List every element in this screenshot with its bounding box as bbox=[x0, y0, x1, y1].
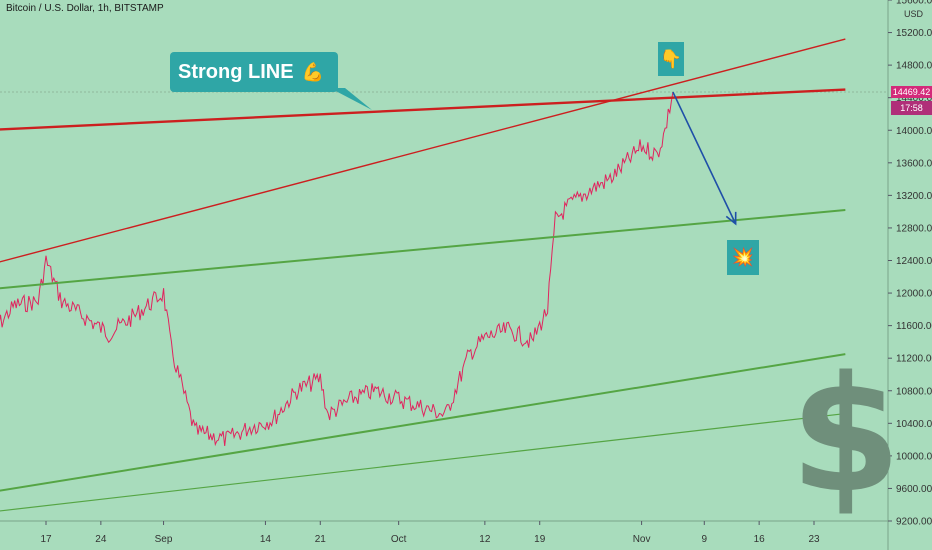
x-tick-label: 19 bbox=[534, 534, 546, 545]
flexed-biceps-icon: 💪 bbox=[301, 61, 324, 82]
chart-title: Bitcoin / U.S. Dollar, 1h, BITSTAMP bbox=[6, 3, 164, 14]
y-tick-label: 14400.00 bbox=[896, 93, 932, 104]
callout-text: Strong LINE bbox=[178, 60, 294, 83]
y-tick-label: 10000.00 bbox=[896, 451, 932, 462]
x-tick-label: 21 bbox=[315, 534, 327, 545]
y-tick-label: 9600.00 bbox=[896, 484, 932, 495]
collision-icon: 💥 bbox=[727, 240, 759, 275]
x-tick-label: 16 bbox=[754, 534, 766, 545]
x-tick-label: 23 bbox=[808, 534, 820, 545]
currency-label: USD bbox=[904, 9, 924, 19]
x-tick-label: 9 bbox=[702, 534, 708, 545]
y-tick-label: 10800.00 bbox=[896, 386, 932, 397]
y-tick-label: 10400.00 bbox=[896, 419, 932, 430]
y-tick-label: 12800.00 bbox=[896, 223, 932, 234]
dollar-watermark: $ bbox=[790, 341, 902, 528]
x-tick-label: Oct bbox=[391, 534, 407, 545]
trend-line-1[interactable] bbox=[0, 88, 846, 131]
y-tick-label: 9200.00 bbox=[896, 517, 932, 528]
x-tick-label: 24 bbox=[95, 534, 107, 545]
trend-line-4[interactable] bbox=[0, 353, 846, 493]
y-tick-label: 11200.00 bbox=[896, 354, 932, 365]
projection-arrow-head bbox=[725, 211, 737, 226]
y-tick-label: 15600.00 bbox=[896, 0, 932, 7]
x-tick-label: 12 bbox=[479, 534, 491, 545]
y-tick-label: 12400.00 bbox=[896, 256, 932, 267]
callout-pointer bbox=[330, 88, 372, 110]
countdown-tag: 17:58 bbox=[891, 101, 932, 115]
last-price-tag: 14469.42 bbox=[891, 86, 932, 98]
trend-line-2[interactable] bbox=[0, 38, 846, 266]
x-tick-label: Sep bbox=[155, 534, 173, 545]
x-tick-label: Nov bbox=[633, 534, 651, 545]
y-tick-label: 15200.00 bbox=[896, 28, 932, 39]
x-tick-label: 17 bbox=[40, 534, 52, 545]
y-tick-label: 14000.00 bbox=[896, 126, 932, 137]
pointer-icon: 👇 bbox=[658, 42, 684, 76]
projection-arrow-shaft[interactable] bbox=[672, 91, 737, 225]
y-tick-label: 13600.00 bbox=[896, 158, 932, 169]
y-tick-label: 14800.00 bbox=[896, 61, 932, 72]
strong-line-callout[interactable]: Strong LINE 💪 bbox=[170, 52, 338, 92]
y-tick-label: 13200.00 bbox=[896, 191, 932, 202]
price-series-line[interactable] bbox=[0, 92, 674, 447]
y-tick-label: 12000.00 bbox=[896, 289, 932, 300]
trend-line-3[interactable] bbox=[0, 209, 846, 290]
trend-line-5[interactable] bbox=[0, 412, 846, 513]
x-tick-label: 14 bbox=[260, 534, 272, 545]
y-tick-label: 11600.00 bbox=[896, 321, 932, 332]
